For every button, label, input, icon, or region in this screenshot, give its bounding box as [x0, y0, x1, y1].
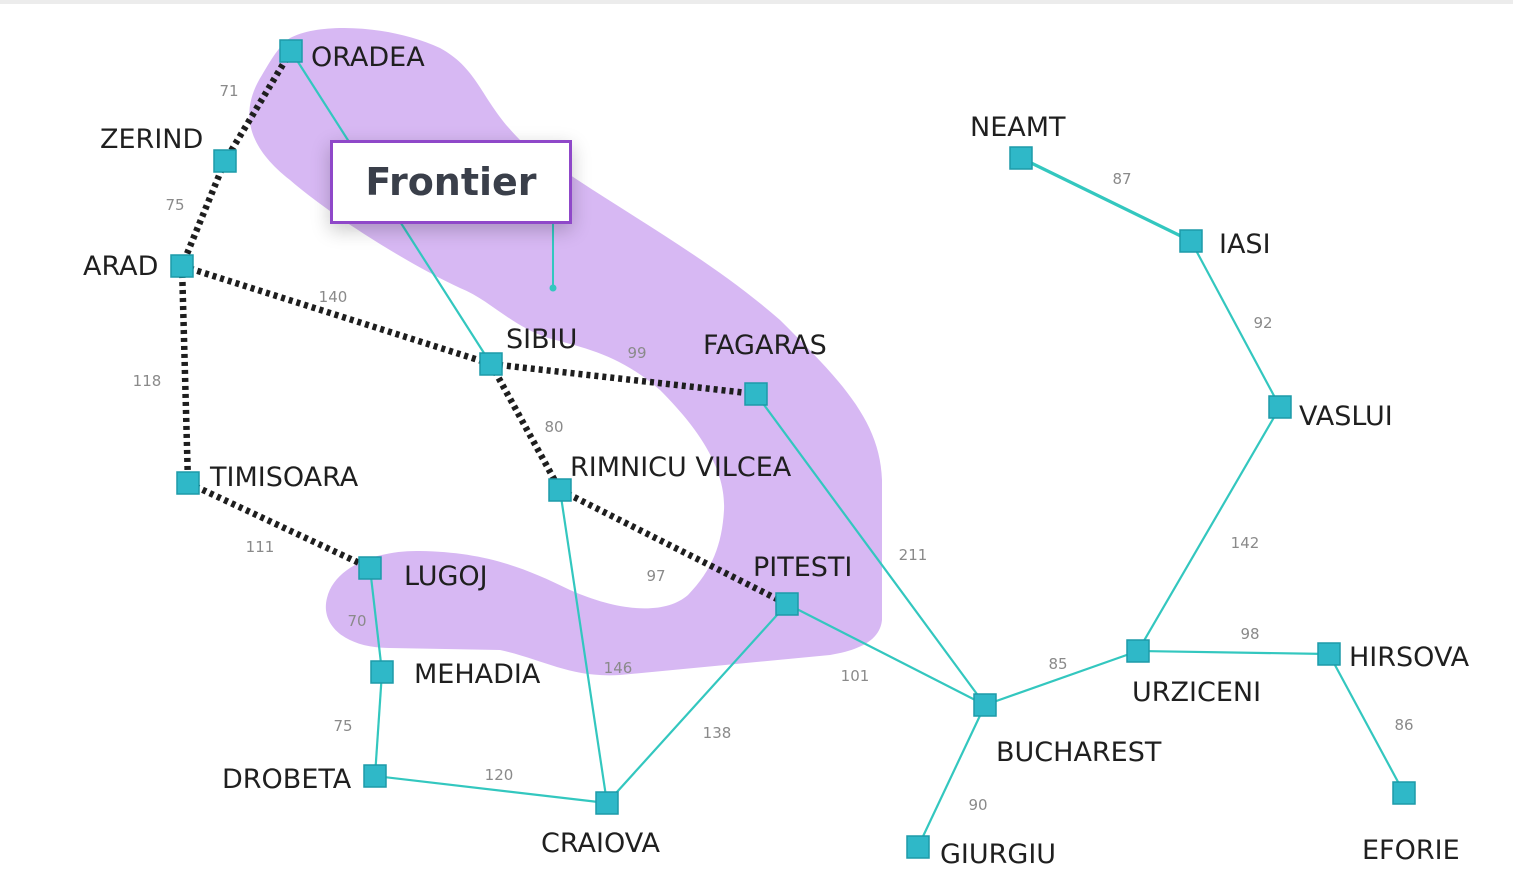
road-cost-rimnicu-pitesti: 97: [646, 567, 665, 585]
road-rimnicu-pitesti: [558, 487, 789, 607]
road-cost-pitesti-craiova: 138: [703, 724, 732, 742]
road-cost-arad-sibiu: 140: [319, 288, 348, 306]
city-label-pitesti: PITESTI: [753, 552, 852, 583]
city-label-timisoara: TIMISOARA: [209, 462, 359, 493]
road-urziceni-vaslui: [1137, 406, 1281, 652]
road-urziceni-hirsova: [1137, 649, 1330, 656]
road-cost-sibiu-rimnicu: 80: [544, 418, 563, 436]
road-pitesti-bucharest: [786, 603, 986, 706]
road-cost-urziceni-vaslui: 142: [1231, 534, 1260, 552]
callout-leader-dot: [549, 284, 557, 292]
road-cost-sibiu-fagaras: 99: [627, 344, 646, 362]
city-node-fagaras[interactable]: [744, 382, 768, 406]
road-cost-lugoj-mehadia: 70: [347, 612, 366, 630]
city-node-hirsova[interactable]: [1317, 642, 1341, 666]
city-node-eforie[interactable]: [1392, 781, 1416, 805]
city-node-giurgiu[interactable]: [906, 835, 930, 859]
road-iasi-neamt: [1020, 156, 1192, 243]
city-label-sibiu: SIBIU: [506, 324, 577, 355]
labels-layer: ORADEA ZERIND ARAD SIBIU FAGARAS TIMISOARA RIM…: [83, 42, 1470, 870]
road-lugoj-mehadia: [368, 567, 384, 673]
road-cost-vaslui-iasi: 92: [1253, 314, 1272, 332]
city-label-hirsova: HIRSOVA: [1349, 642, 1470, 673]
road-cost-pitesti-bucharest: 101: [841, 667, 870, 685]
road-cost-arad-timisoara: 118: [133, 372, 162, 390]
road-rimnicu-craiova: [558, 489, 609, 804]
road-cost-timisoara-lugoj: 111: [246, 538, 275, 556]
city-label-bucharest: BUCHAREST: [996, 737, 1162, 768]
road-pitesti-craiova: [606, 603, 788, 804]
city-node-zerind[interactable]: [213, 149, 237, 173]
road-hirsova-eforie: [1328, 653, 1405, 794]
city-node-timisoara[interactable]: [176, 471, 200, 495]
city-label-lugoj: LUGOJ: [404, 561, 488, 592]
road-cost-mehadia-drobeta: 75: [333, 717, 352, 735]
city-label-mehadia: MEHADIA: [414, 659, 541, 690]
road-cost-urziceni-hirsova: 98: [1240, 625, 1259, 643]
city-label-zerind: ZERIND: [100, 124, 203, 155]
road-mehadia-drobeta: [373, 671, 384, 777]
road-bucharest-giurgiu: [917, 704, 986, 848]
city-node-pitesti[interactable]: [775, 592, 799, 616]
city-label-rimnicu: RIMNICU VILCEA: [570, 452, 792, 483]
road-cost-bucharest-urziceni: 85: [1048, 655, 1067, 673]
top-edge: [0, 0, 1513, 4]
road-arad-sibiu: [181, 262, 492, 368]
city-label-urziceni: URZICENI: [1132, 677, 1261, 708]
city-node-rimnicu[interactable]: [548, 478, 572, 502]
costs-layer: 71 75 140 118 99 80 111 97 70 75 120 146 138 211 101 90…: [133, 82, 1414, 814]
road-drobeta-craiova: [374, 774, 608, 805]
road-fagaras-bucharest: [755, 393, 986, 706]
road-bucharest-urziceni: [984, 649, 1139, 707]
frontier-callout: Frontier: [330, 140, 572, 224]
city-label-vaslui: VASLUI: [1299, 401, 1393, 432]
road-cost-bucharest-giurgiu: 90: [968, 796, 987, 814]
city-node-lugoj[interactable]: [358, 556, 382, 580]
city-label-craiova: CRAIOVA: [541, 828, 660, 859]
city-node-vaslui[interactable]: [1268, 395, 1292, 419]
city-node-oradea[interactable]: [279, 39, 303, 63]
city-label-drobeta: DROBETA: [222, 764, 352, 795]
road-timisoara-lugoj: [186, 480, 372, 571]
road-zerind-arad: [178, 159, 229, 268]
city-node-mehadia[interactable]: [370, 660, 394, 684]
road-cost-fagaras-bucharest: 211: [899, 546, 928, 564]
city-node-drobeta[interactable]: [363, 764, 387, 788]
road-cost-hirsova-eforie: 86: [1394, 716, 1413, 734]
road-cost-drobeta-craiova: 120: [485, 766, 514, 784]
city-label-iasi: IASI: [1219, 229, 1271, 260]
city-node-craiova[interactable]: [595, 791, 619, 815]
city-label-arad: ARAD: [83, 251, 158, 282]
roads-layer: [178, 49, 1405, 848]
city-node-iasi[interactable]: [1179, 229, 1203, 253]
city-node-arad[interactable]: [170, 254, 194, 278]
city-label-eforie: EFORIE: [1362, 835, 1460, 866]
road-cost-oradea-zerind: 71: [219, 82, 238, 100]
city-node-urziceni[interactable]: [1126, 639, 1150, 663]
city-label-giurgiu: GIURGIU: [940, 839, 1056, 870]
road-arad-timisoara: [178, 265, 192, 484]
city-label-oradea: ORADEA: [311, 42, 425, 73]
road-cost-rimnicu-craiova: 146: [604, 659, 633, 677]
city-node-neamt[interactable]: [1009, 146, 1033, 170]
road-oradea-zerind: [222, 49, 294, 163]
city-node-bucharest[interactable]: [973, 693, 997, 717]
city-node-sibiu[interactable]: [479, 352, 503, 376]
nodes-layer: [170, 39, 1416, 859]
road-vaslui-iasi: [1190, 240, 1281, 408]
road-cost-zerind-arad: 75: [165, 196, 184, 214]
road-cost-iasi-neamt: 87: [1112, 170, 1131, 188]
city-label-fagaras: FAGARAS: [703, 330, 827, 361]
city-label-neamt: NEAMT: [970, 112, 1066, 143]
